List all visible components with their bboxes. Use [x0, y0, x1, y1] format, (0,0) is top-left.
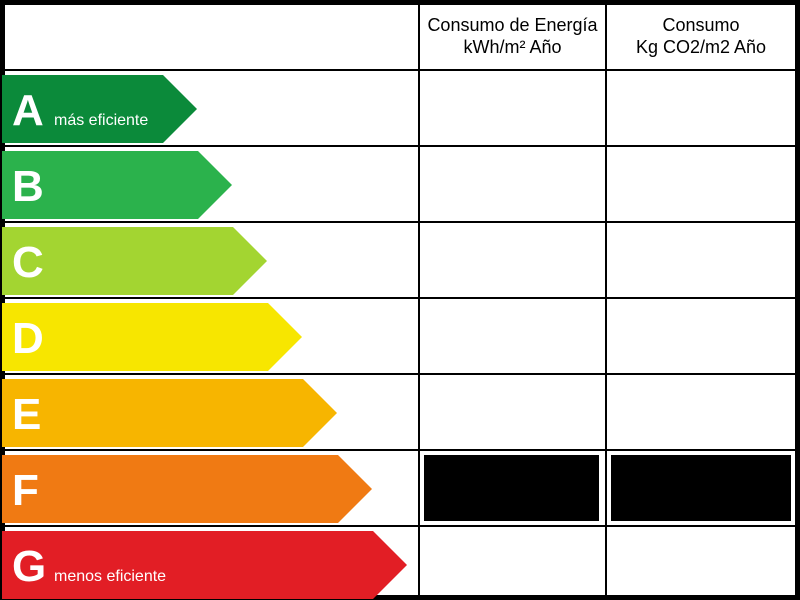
rating-letter-d: D — [12, 314, 44, 363]
rating-sub-g: menos eficiente — [54, 568, 166, 585]
row-divider — [5, 449, 795, 451]
rating-sub-a: más eficiente — [54, 112, 148, 129]
col-divider-1 — [418, 5, 420, 595]
cell-co2-f — [611, 455, 791, 521]
rating-arrow-d: D — [2, 303, 302, 371]
row-divider — [5, 373, 795, 375]
rating-arrow-e: E — [2, 379, 337, 447]
header-co2-consumption: Consumo Kg CO2/m2 Año — [607, 5, 795, 69]
rating-arrow-b: B — [2, 151, 232, 219]
row-divider — [5, 221, 795, 223]
header-energy-line2: kWh/m² Año — [463, 37, 561, 57]
row-divider — [5, 145, 795, 147]
rating-arrow-g: Gmenos eficiente — [2, 531, 407, 599]
rating-letter-c: C — [12, 238, 44, 287]
row-divider — [5, 525, 795, 527]
rating-arrow-c: C — [2, 227, 267, 295]
rating-letter-b: B — [12, 162, 44, 211]
row-divider — [5, 297, 795, 299]
header-co2-line2: Kg CO2/m2 Año — [636, 37, 766, 57]
rating-arrow-f: F — [2, 455, 372, 523]
header-energy-consumption: Consumo de Energía kWh/m² Año — [420, 5, 605, 69]
rating-letter-a: A — [12, 86, 44, 135]
rating-letter-g: G — [12, 542, 46, 591]
header-energy-line1: Consumo de Energía — [427, 15, 597, 35]
cell-energy-f — [424, 455, 599, 521]
row-divider — [5, 69, 795, 71]
col-divider-2 — [605, 5, 607, 595]
rating-arrow-a: Amás eficiente — [2, 75, 197, 143]
rating-letter-e: E — [12, 390, 41, 439]
energy-label-frame: Consumo de Energía kWh/m² Año Consumo Kg… — [3, 3, 797, 597]
header-co2-line1: Consumo — [662, 15, 739, 35]
rating-letter-f: F — [12, 466, 39, 515]
